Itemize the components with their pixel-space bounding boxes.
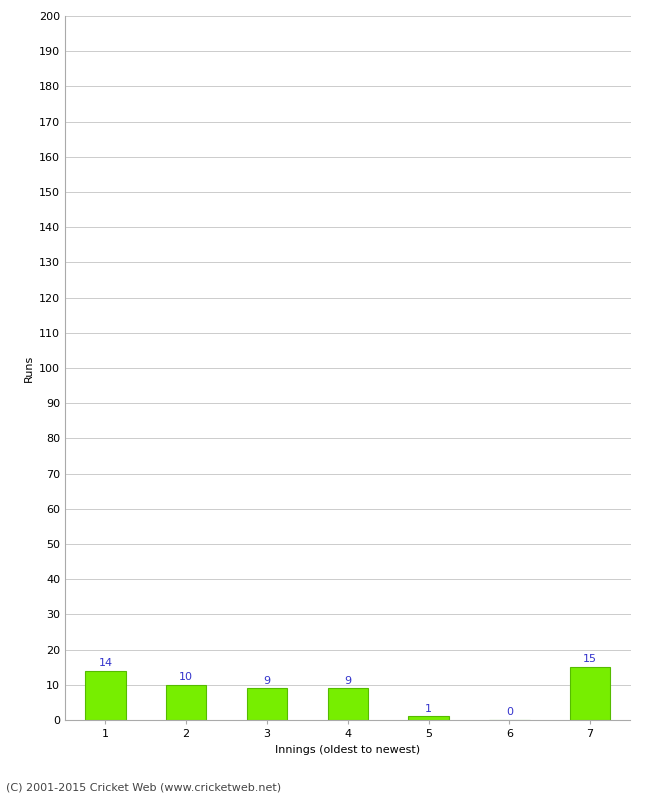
Bar xyxy=(570,667,610,720)
Text: 10: 10 xyxy=(179,672,193,682)
Bar xyxy=(408,717,448,720)
Bar xyxy=(247,688,287,720)
Text: (C) 2001-2015 Cricket Web (www.cricketweb.net): (C) 2001-2015 Cricket Web (www.cricketwe… xyxy=(6,782,281,792)
Y-axis label: Runs: Runs xyxy=(23,354,33,382)
Text: 1: 1 xyxy=(425,704,432,714)
Bar xyxy=(328,688,368,720)
Text: 14: 14 xyxy=(98,658,112,668)
X-axis label: Innings (oldest to newest): Innings (oldest to newest) xyxy=(275,745,421,754)
Text: 9: 9 xyxy=(263,675,270,686)
Text: 15: 15 xyxy=(583,654,597,664)
Bar xyxy=(85,670,125,720)
Bar xyxy=(166,685,206,720)
Text: 9: 9 xyxy=(344,675,351,686)
Text: 0: 0 xyxy=(506,707,513,717)
